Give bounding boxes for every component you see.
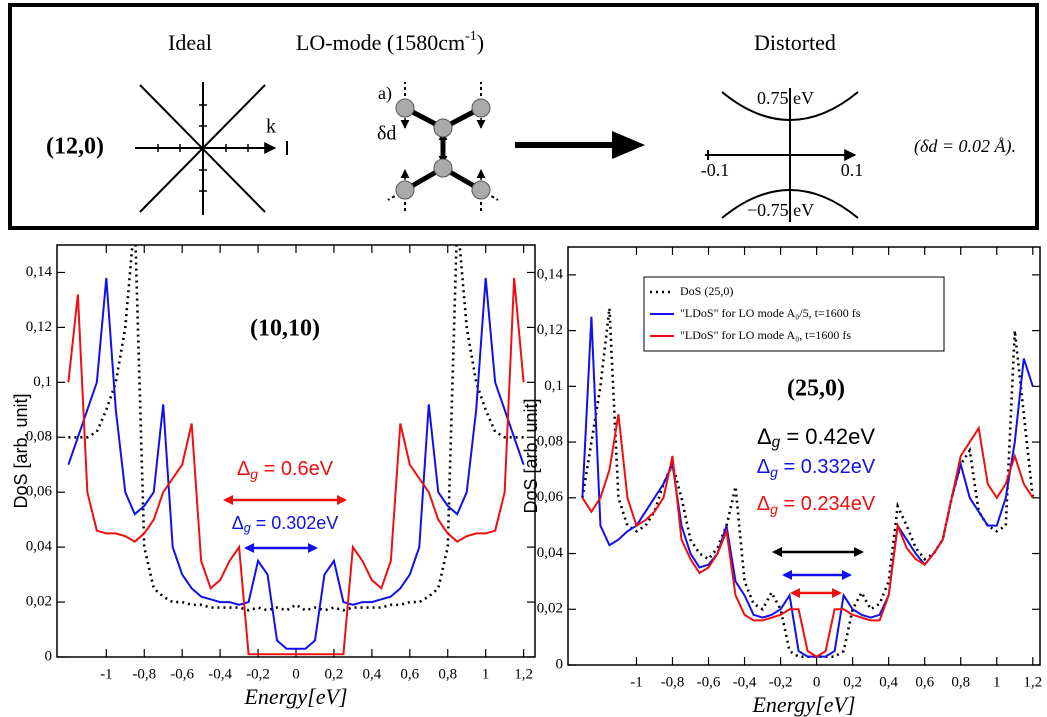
upper-gap-label: 0.75 eV [757, 88, 814, 108]
plot-frame [56, 244, 536, 658]
annotation: (10,10) [250, 316, 320, 342]
right-tick-label: 0.1 [841, 160, 864, 180]
lo-mode-sup: -1 [465, 29, 477, 44]
y-tick-label: 0,02 [26, 594, 52, 610]
x-tick-label: 0,8 [438, 666, 457, 682]
ideal-cone [135, 82, 288, 215]
x-tick-label: 1,2 [514, 666, 533, 682]
x-tick-label: -0,4 [208, 666, 232, 682]
x-tick-label: 1 [482, 666, 490, 682]
lo-mode-text: LO-mode (1580cm [296, 30, 465, 55]
x-tick-label: 1 [993, 674, 1001, 690]
y-tick-label: 0 [45, 648, 53, 664]
x-tick-label: 0,4 [879, 674, 898, 690]
legend-label: DoS (25,0) [680, 284, 733, 298]
series-line [581, 414, 1034, 658]
left-tick-label: -0.1 [701, 160, 730, 180]
lo-mode-end: ) [477, 30, 484, 55]
x-tick-label: 0,2 [843, 674, 862, 690]
x-tick-label: -0,8 [661, 674, 685, 690]
distortion-note: (δd = 0.02 Å). [914, 136, 1016, 157]
annotation: Δg = 0.234eV [757, 493, 876, 516]
x-tick-label: -0,4 [733, 674, 757, 690]
y-tick-label: 0,04 [537, 545, 564, 561]
y-tick-label: 0,12 [537, 322, 563, 338]
x-tick-label: -0,8 [132, 666, 156, 682]
top-panel-frame [8, 3, 1039, 230]
series-line [581, 316, 1034, 658]
x-tick-label: 0 [292, 666, 300, 682]
x-tick-label: 0,2 [325, 666, 344, 682]
x-tick-label: -0,2 [246, 666, 270, 682]
series-line [67, 277, 525, 656]
plot-frame [567, 246, 1041, 666]
x-tick-label: -1 [100, 666, 113, 682]
y-tick-label: 0,06 [537, 489, 564, 505]
x-tick-label: 0 [813, 674, 821, 690]
annotation: (25,0) [787, 376, 845, 402]
y-tick-label: 0,06 [26, 484, 53, 500]
y-tick-label: 0,14 [537, 266, 564, 282]
panel-a-label: a) [378, 83, 392, 104]
k-label: k [266, 116, 276, 138]
y-tick-label: 0,12 [26, 319, 52, 335]
y-tick-label: 0,08 [537, 434, 563, 450]
y-tick-label: 0,1 [33, 374, 52, 390]
series-line [68, 245, 524, 612]
lower-gap-label: −0.75 eV [747, 200, 814, 220]
y-axis-label: DoS [arb. unit] [521, 398, 541, 513]
ideal-title: Ideal [168, 30, 212, 55]
annotation: Δg = 0.42eV [757, 424, 875, 451]
x-tick-label: 0,4 [362, 666, 381, 682]
legend-label: "LDoS" for LO mode A₀, t=1600 fs [680, 328, 851, 342]
x-tick-label: 0,6 [915, 674, 934, 690]
distorted-bands [705, 88, 859, 222]
distorted-title: Distorted [754, 30, 836, 55]
y-axis-label: DoS [arb. unit] [11, 393, 31, 508]
legend-box [643, 276, 945, 352]
lo-mode-title: LO-mode (1580cm-1) [296, 29, 484, 55]
x-tick-label: -1 [630, 674, 643, 690]
y-tick-label: 0,04 [26, 539, 53, 555]
annotation: Δg = 0.302eV [232, 513, 339, 536]
x-tick-label: 0,6 [400, 666, 419, 682]
tube-label: (12,0) [46, 134, 104, 160]
series-line [67, 277, 525, 650]
annotation: Δg = 0.332eV [757, 456, 876, 479]
x-tick-label: 0,8 [951, 674, 970, 690]
big-arrow [515, 131, 645, 159]
x-tick-label: 1,2 [1023, 674, 1042, 690]
x-axis-label: Energy[eV] [243, 684, 347, 709]
x-tick-label: -0,6 [170, 666, 194, 682]
y-tick-label: 0,02 [537, 601, 563, 617]
x-tick-label: -0,2 [769, 674, 793, 690]
x-tick-label: -0,6 [697, 674, 721, 690]
annotation: Δg = 0.6eV [237, 458, 334, 481]
x-axis-label: Energy[eV] [751, 692, 855, 717]
delta-d-label: δd [377, 123, 396, 145]
legend-label: "LDoS" for LO mode A₀/5, t=1600 fs [680, 306, 861, 320]
y-tick-label: 0,08 [26, 429, 52, 445]
y-tick-label: 0,1 [544, 378, 563, 394]
y-tick-label: 0 [556, 656, 564, 672]
molecule [387, 82, 499, 214]
y-tick-label: 0,14 [26, 264, 53, 280]
